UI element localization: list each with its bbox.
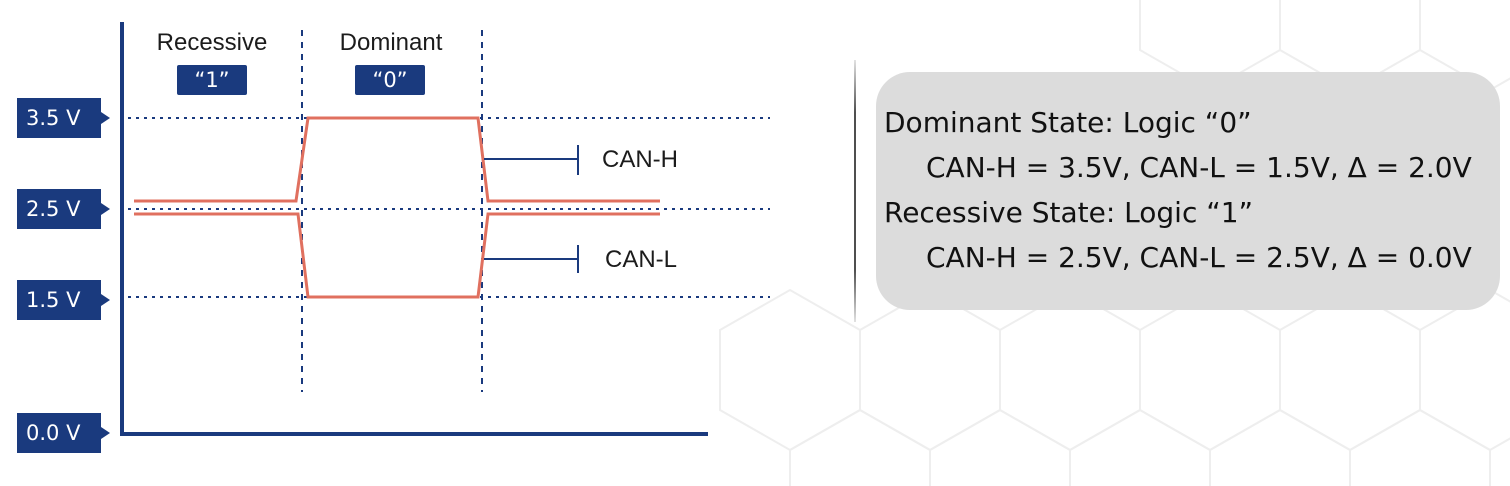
dominant-state-heading: Dominant State: Logic “0” (884, 106, 1252, 139)
recessive-logic-badge: “1” (177, 65, 247, 95)
recessive-region-title: Recessive (156, 29, 268, 56)
y-label-1-5v-pointer (101, 294, 110, 306)
recessive-state-values: CAN-H = 2.5V, CAN-L = 2.5V, Δ = 0.0V (926, 241, 1472, 274)
y-label-1-5v: 1.5 V (17, 280, 101, 320)
can-l-signal-line (134, 212, 660, 299)
y-label-0-0v: 0.0 V (17, 413, 101, 453)
recessive-state-heading: Recessive State: Logic “1” (884, 196, 1254, 229)
dominant-region-title: Dominant (339, 29, 443, 56)
axes (120, 22, 708, 436)
panel-divider (854, 60, 856, 322)
state-summary-panel: Dominant State: Logic “0” CAN-H = 3.5V, … (876, 72, 1500, 310)
y-label-2-5v-pointer (101, 203, 110, 215)
can-l-label: CAN-L (605, 246, 678, 273)
y-label-2-5v: 2.5 V (17, 189, 101, 229)
dominant-state-values: CAN-H = 3.5V, CAN-L = 1.5V, Δ = 2.0V (926, 151, 1472, 184)
can-h-label: CAN-H (602, 146, 678, 173)
y-label-3-5v-pointer (101, 112, 110, 124)
signal-callouts (484, 145, 579, 273)
can-bus-signal-diagram (120, 22, 770, 436)
dominant-logic-badge: “0” (355, 65, 425, 95)
region-dividers (301, 30, 483, 392)
can-h-signal-line (134, 116, 660, 203)
y-label-0-0v-pointer (101, 427, 110, 439)
y-label-3-5v: 3.5 V (17, 98, 101, 138)
